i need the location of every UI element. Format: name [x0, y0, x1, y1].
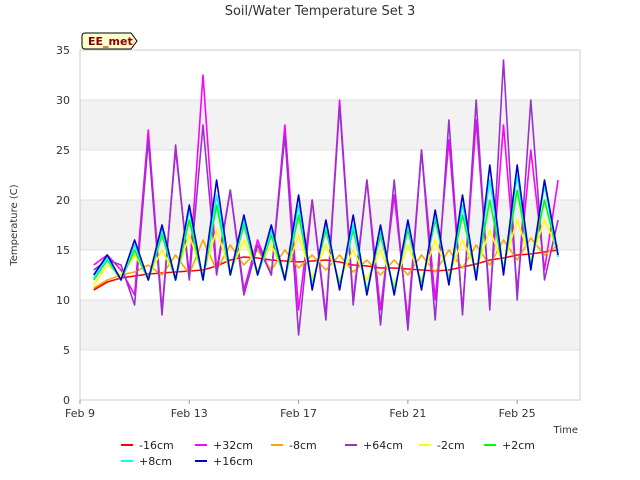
grid-band — [80, 300, 580, 350]
y-tick-label: 10 — [56, 294, 70, 307]
y-tick-label: 20 — [56, 194, 70, 207]
series-line-3 — [93, 59, 559, 336]
y-tick-label: 30 — [56, 94, 70, 107]
y-tick-label: 0 — [63, 394, 70, 407]
x-tick-label: Feb 17 — [280, 407, 317, 420]
series-line-7 — [93, 164, 559, 296]
chart-title: Soil/Water Temperature Set 3 — [225, 4, 416, 19]
x-axis-label: Time — [553, 425, 578, 436]
series-lines — [93, 59, 559, 336]
legend-label: +16cm — [213, 455, 253, 468]
plot-frame — [79, 49, 581, 401]
y-axis-ticks: 0 5 10 15 20 25 30 35 — [56, 44, 70, 407]
x-tick-label: Feb 13 — [171, 407, 208, 420]
legend-label: +2cm — [502, 439, 535, 452]
legend-label: -2cm — [437, 439, 465, 452]
x-tick-label: Feb 21 — [389, 407, 426, 420]
badge-label: EE_met — [88, 35, 133, 48]
legend-label: +32cm — [213, 439, 253, 452]
legend: -16cm +32cm -8cm +64cm -2cm +2cm +8cm +16cm — [121, 439, 535, 468]
legend-label: +64cm — [363, 439, 403, 452]
series-line-0 — [93, 249, 559, 291]
y-tick-label: 15 — [56, 244, 70, 257]
grid-band — [80, 100, 580, 150]
y-tick-label: 35 — [56, 44, 70, 57]
legend-label: -8cm — [289, 439, 317, 452]
x-axis-ticks: Feb 9 Feb 13 Feb 17 Feb 21 Feb 25 — [65, 400, 536, 420]
x-tick-label: Feb 25 — [499, 407, 536, 420]
site-badge: EE_met — [81, 32, 138, 50]
legend-label: -16cm — [139, 439, 174, 452]
y-axis-label: Temperature (C) — [9, 184, 20, 266]
badge-shape — [81, 32, 138, 50]
y-tick-label: 25 — [56, 144, 70, 157]
x-tick-label: Feb 9 — [65, 407, 95, 420]
y-tick-label: 5 — [63, 344, 70, 357]
legend-label: +8cm — [139, 455, 172, 468]
